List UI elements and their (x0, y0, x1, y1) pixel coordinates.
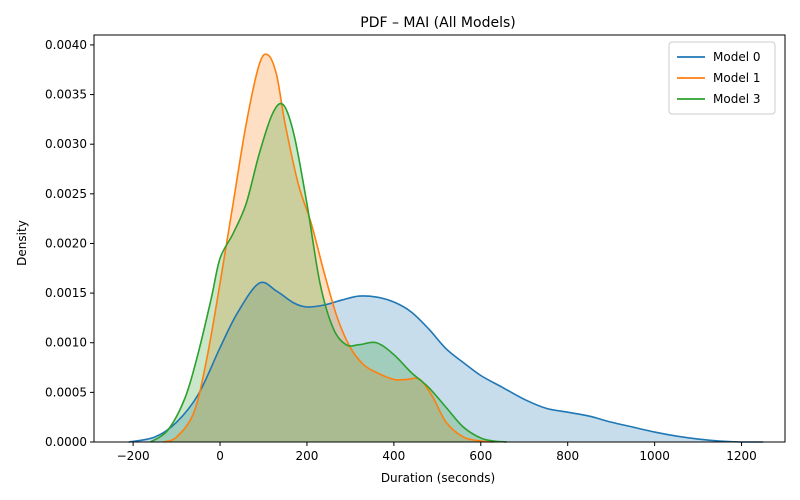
series-fill-0 (128, 282, 764, 442)
legend-label-1: Model 1 (713, 71, 760, 85)
legend-label-2: Model 3 (713, 92, 760, 106)
legend-box (668, 41, 776, 115)
series-fill-1 (163, 54, 494, 443)
series-line-1 (163, 53, 494, 443)
y-axis-label: Density (15, 220, 29, 266)
y-tick-label-7: 0.0035 (45, 88, 87, 102)
x-tick-label-7: 1200 (726, 449, 757, 463)
legend-label-0: Model 0 (713, 50, 760, 64)
x-tick-label-4: 600 (469, 449, 492, 463)
series-fill-2 (150, 103, 507, 442)
y-tick-label-2: 0.0010 (45, 336, 87, 350)
x-tick-label-5: 800 (556, 449, 579, 463)
y-tick-label-4: 0.0020 (45, 236, 87, 250)
plot-frame (93, 34, 786, 443)
x-tick-label-2: 200 (295, 449, 318, 463)
x-tick-label-3: 400 (382, 449, 405, 463)
y-tick-label-1: 0.0005 (45, 385, 87, 399)
x-tick-label-0: −200 (117, 449, 150, 463)
series-line-0 (128, 281, 764, 443)
x-tick-label-6: 1000 (639, 449, 670, 463)
y-tick-label-5: 0.0025 (45, 187, 87, 201)
x-tick-label-1: 0 (216, 449, 224, 463)
x-axis-label: Duration (seconds) (381, 471, 495, 485)
chart-title: PDF – MAI (All Models) (360, 15, 515, 31)
y-tick-label-3: 0.0015 (45, 286, 87, 300)
y-tick-label-6: 0.0030 (45, 137, 87, 151)
y-tick-label-0: 0.0000 (45, 435, 87, 449)
series-line-2 (150, 102, 507, 443)
legend: Model 0 Model 1 Model 3 (668, 41, 776, 115)
y-tick-label-8: 0.0040 (45, 38, 87, 52)
